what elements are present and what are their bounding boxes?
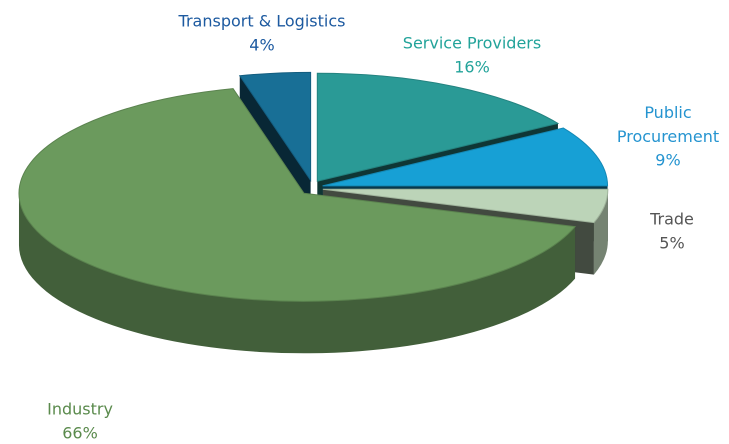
slice-value-label: 4%	[249, 36, 274, 55]
slice	[322, 188, 609, 224]
slice	[322, 127, 609, 187]
label-line: Public	[644, 103, 691, 122]
slice-label: Public Procurement	[617, 103, 719, 146]
slice-value-label: 16%	[454, 58, 490, 77]
slice-label: Industry	[47, 400, 113, 419]
slice-label: Transport & Logistics	[178, 12, 346, 31]
slice-label: Service Providers	[403, 34, 541, 53]
slice-value-label: 5%	[659, 234, 684, 253]
slice	[18, 88, 577, 302]
slice-value-label: 9%	[655, 151, 680, 170]
slice-value-label: 66%	[62, 424, 98, 443]
label-line: Procurement	[617, 127, 719, 146]
slice-side	[593, 189, 608, 275]
slice	[316, 72, 560, 182]
slice-side	[18, 193, 576, 354]
slice-tops	[18, 71, 609, 302]
slice	[238, 71, 312, 182]
slice-label: Trade	[649, 210, 694, 229]
slice-walls	[18, 189, 608, 354]
